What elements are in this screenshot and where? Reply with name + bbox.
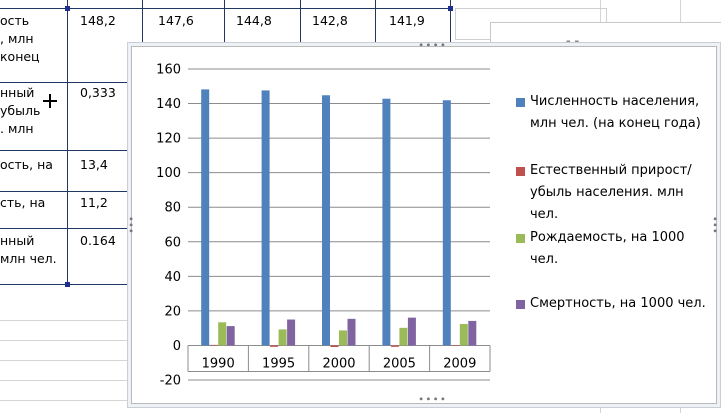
bar-1-1: [270, 345, 279, 347]
row-label[interactable]: ость , млн конец: [0, 13, 40, 64]
bar-0-4: [442, 100, 451, 346]
table-cell[interactable]: 141,9: [389, 13, 425, 28]
y-tick-label: -20: [160, 374, 181, 389]
resize-handle-top[interactable]: ∙∙∙∙: [418, 40, 448, 51]
bar-chart[interactable]: -20 0 20 40 60 80 100 120 140 160 1990 1995 2000 2005…: [132, 47, 716, 403]
x-tick-label: 2000: [322, 356, 355, 371]
resize-handle-left[interactable]: ∙∙∙: [128, 214, 136, 237]
y-tick-label: 140: [156, 97, 181, 112]
y-tick-label: 80: [164, 201, 181, 216]
legend-swatch: [516, 300, 525, 309]
legend-label: Численность населения, млн чел. (на коне…: [530, 94, 701, 131]
bar-3-3: [407, 317, 416, 346]
table-cell[interactable]: 142,8: [312, 13, 348, 28]
chart-area[interactable]: ∙∙∙∙ ∙∙∙∙ ∙∙∙ ∙∙∙ -20 0 20 40 60 80 100 120 140 1…: [128, 40, 720, 405]
table-cell[interactable]: 13,4: [80, 157, 108, 172]
legend-label: Естественный прирост/убыль населения. мл…: [530, 163, 692, 222]
y-tick-label: 120: [156, 132, 181, 147]
bar-2-1: [278, 329, 287, 346]
y-tick-label: 0: [173, 339, 181, 354]
legend-label: Рождаемость, на 1000 чел.: [530, 230, 685, 267]
legend-swatch: [516, 98, 525, 107]
table-cell[interactable]: 147,6: [158, 13, 194, 28]
table-cell[interactable]: 144,8: [236, 13, 272, 28]
legend-swatch: [516, 167, 525, 176]
bar-0-2: [322, 95, 330, 346]
table-cell[interactable]: 0.164: [80, 233, 116, 248]
bar-1-2: [330, 345, 339, 347]
selection-handle[interactable]: [65, 282, 70, 287]
selection-handle[interactable]: [448, 6, 453, 11]
row-label[interactable]: ость, на: [0, 157, 53, 172]
bar-0-0: [201, 89, 210, 346]
y-tick-label: 100: [156, 166, 181, 181]
row-label[interactable]: нный млн чел.: [0, 233, 57, 266]
x-tick-label: 1995: [262, 356, 295, 371]
x-tick-label: 2009: [443, 356, 476, 371]
cell-select-cursor-icon: [43, 94, 57, 108]
row-label[interactable]: нный убыль . млн: [0, 85, 41, 136]
bar-1-4: [451, 345, 460, 346]
bar-2-4: [459, 324, 468, 346]
bar-0-3: [382, 98, 391, 346]
bar-3-2: [347, 318, 356, 346]
x-tick-label: 1990: [202, 356, 235, 371]
table-cell[interactable]: 11,2: [80, 195, 108, 210]
bar-1-0: [209, 344, 218, 346]
x-tick-label: 2005: [383, 356, 416, 371]
bar-1-3: [390, 345, 399, 347]
bar-2-3: [399, 327, 408, 346]
y-tick-label: 160: [156, 63, 181, 78]
table-cell[interactable]: 0,333: [80, 85, 116, 100]
resize-handle-right[interactable]: ∙∙∙: [712, 214, 720, 237]
resize-handle-bottom[interactable]: ∙∙∙∙: [418, 394, 448, 405]
bar-0-1: [261, 90, 270, 346]
bar-3-4: [468, 320, 477, 346]
bar-3-0: [226, 326, 235, 346]
bar-2-0: [218, 322, 227, 346]
y-tick-label: 60: [164, 235, 181, 250]
y-tick-label: 40: [164, 270, 181, 285]
bar-3-1: [287, 319, 296, 346]
legend-swatch: [516, 234, 525, 243]
legend-label: Смертность, на 1000 чел.: [530, 296, 706, 311]
table-cell[interactable]: 148,2: [80, 13, 116, 28]
bar-2-2: [339, 330, 347, 346]
row-label[interactable]: сть, на: [0, 195, 46, 210]
selection-handle[interactable]: [65, 6, 70, 11]
y-tick-label: 20: [164, 304, 181, 319]
